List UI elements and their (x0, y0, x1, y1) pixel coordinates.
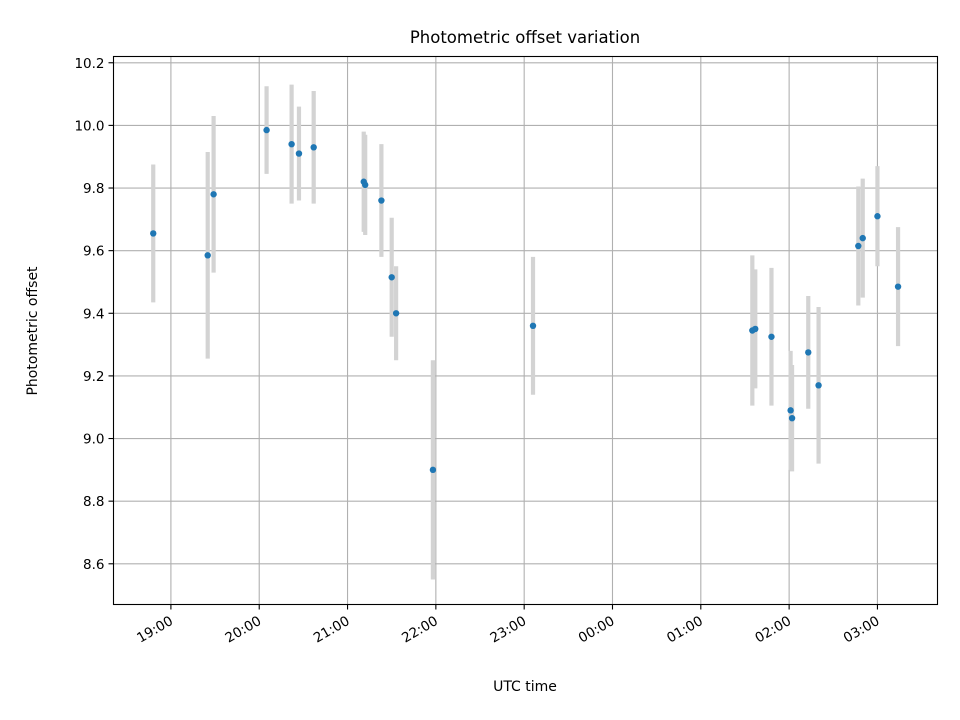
tick-layer: 19:00 20:00 21:00 22:00 23:00 00:00 01:00 02:00… (74, 56, 882, 647)
y-tick-label: 9.2 (83, 369, 104, 385)
y-tick-label: 9.0 (83, 432, 104, 448)
grid-layer (113, 56, 938, 605)
data-point (788, 414, 796, 422)
x-tick-label: 03:00 (841, 613, 883, 646)
data-point (787, 407, 794, 414)
x-tick-label: 02:00 (752, 613, 794, 646)
x-tick-label: 22:00 (399, 613, 441, 646)
data-point (894, 283, 902, 290)
y-axis-label: Photometric offset (25, 266, 41, 396)
data-point (378, 197, 385, 204)
data-point (150, 230, 157, 237)
y-tick-label: 9.8 (83, 181, 104, 197)
x-tick-label: 19:00 (134, 613, 176, 646)
data-point (204, 252, 211, 259)
x-tick-label: 21:00 (311, 613, 353, 646)
data-point (392, 310, 400, 317)
chart-title: Photometric offset variation (410, 28, 640, 47)
x-tick-label: 00:00 (576, 613, 618, 646)
y-tick-label: 9.4 (83, 306, 104, 322)
data-point (815, 382, 822, 389)
x-tick-label: 20:00 (223, 613, 265, 646)
data-point (768, 333, 775, 340)
data-point (529, 322, 537, 330)
data-point (855, 242, 862, 250)
data-point (310, 144, 317, 151)
data-point (859, 234, 866, 242)
plot-frame (112, 55, 939, 606)
errorbar-layer (151, 84, 901, 580)
data-point (874, 213, 881, 220)
x-tick-label: 01:00 (664, 613, 706, 646)
data-point (429, 466, 437, 474)
data-point (752, 325, 759, 333)
data-point (263, 126, 270, 134)
data-point (388, 274, 395, 281)
y-tick-label: 10.2 (74, 56, 104, 72)
data-point (288, 140, 295, 148)
data-point (362, 181, 369, 189)
y-tick-label: 9.6 (83, 244, 104, 260)
y-tick-label: 8.8 (83, 494, 104, 510)
x-axis-label: UTC time (493, 679, 557, 695)
data-point (805, 349, 812, 356)
point-layer (150, 126, 902, 474)
data-point (295, 150, 303, 157)
x-tick-label: 23:00 (487, 613, 529, 646)
y-tick-label: 8.6 (83, 557, 104, 573)
data-point (210, 191, 217, 198)
y-tick-label: 10.0 (74, 118, 104, 134)
